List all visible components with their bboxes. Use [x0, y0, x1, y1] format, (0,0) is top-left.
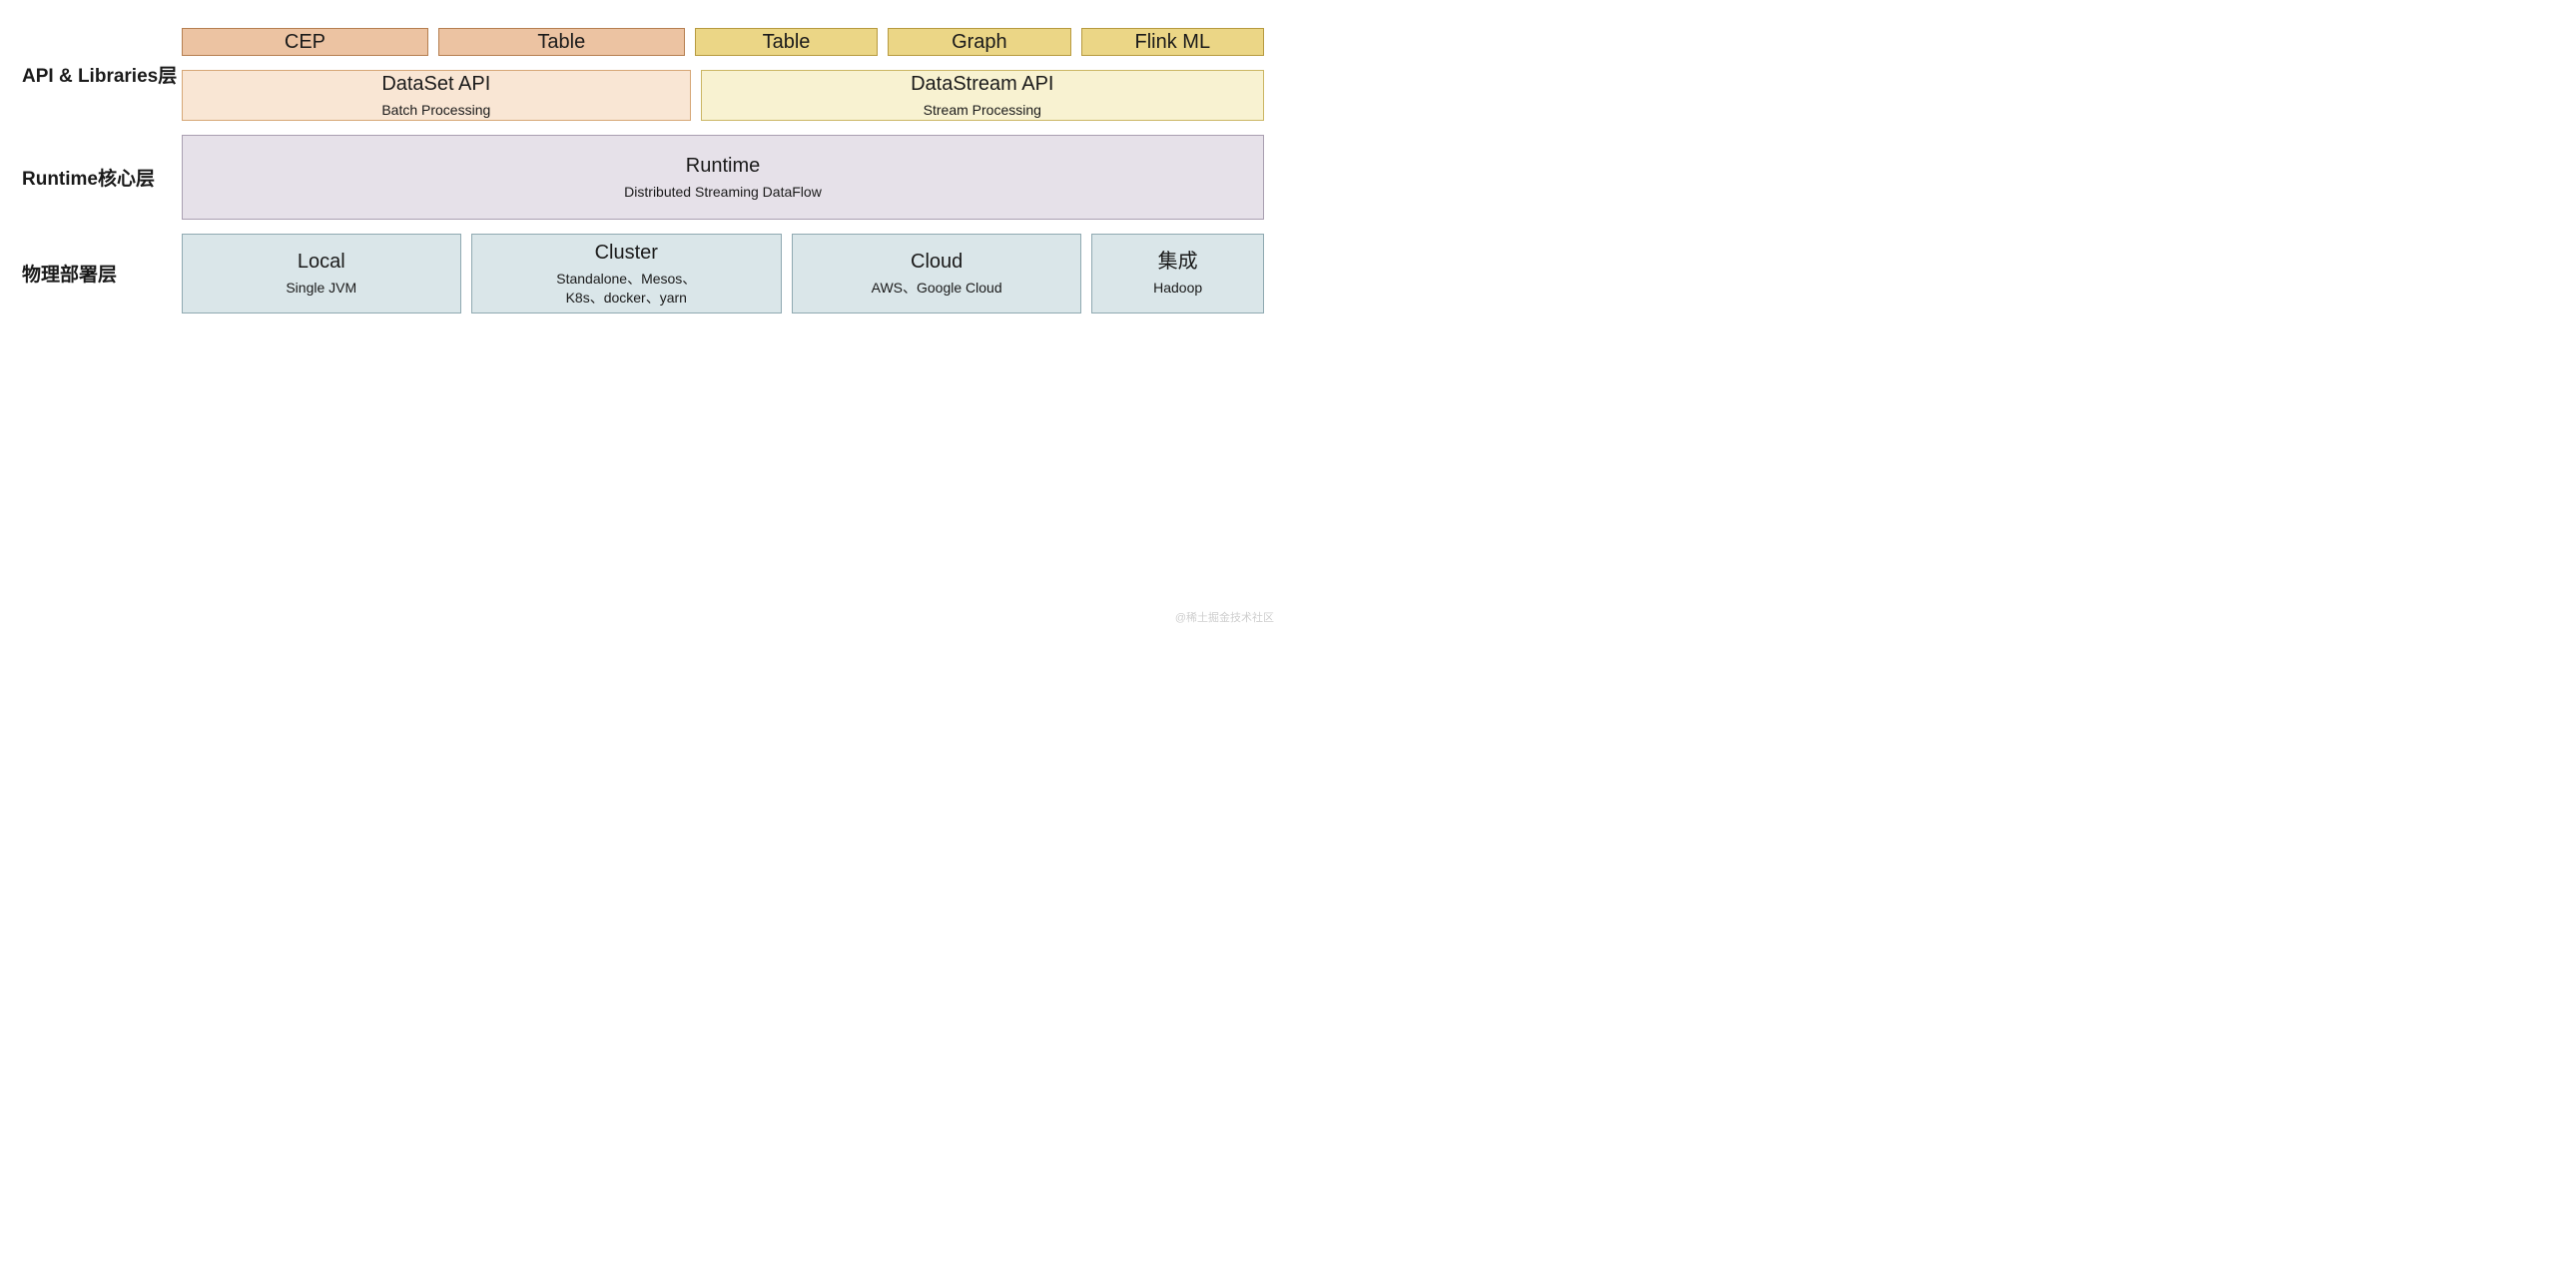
- row-label-deploy: 物理部署层: [12, 260, 182, 287]
- watermark: @稀土掘金技术社区: [1175, 609, 1274, 625]
- box-title: Cloud: [911, 249, 963, 275]
- box-subtitle: Single JVM: [286, 279, 356, 298]
- box-graph: Graph: [888, 28, 1070, 56]
- box-cep: CEP: [182, 28, 428, 56]
- box-title: Graph: [952, 29, 1007, 55]
- row-deploy: 物理部署层 Local Single JVM Cluster Standalon…: [12, 234, 1264, 314]
- box-dataset-api: DataSet API Batch Processing: [182, 70, 691, 121]
- box-subtitle: Hadoop: [1153, 279, 1202, 298]
- deploy-subrow: Local Single JVM Cluster Standalone、Meso…: [182, 234, 1264, 314]
- box-title: Runtime: [686, 153, 760, 179]
- row-label-runtime: Runtime核心层: [12, 164, 182, 191]
- box-title: Flink ML: [1135, 29, 1211, 55]
- row-label-api-libraries: API & Libraries层: [12, 61, 182, 88]
- box-subtitle: Distributed Streaming DataFlow: [624, 183, 822, 202]
- row-api-libraries: API & Libraries层 CEP Table Table Graph F…: [12, 28, 1264, 121]
- box-title: DataStream API: [911, 71, 1053, 97]
- box-title: DataSet API: [381, 71, 490, 97]
- libs-subrow: CEP Table Table Graph Flink ML: [182, 28, 1264, 56]
- runtime-subrow: Runtime Distributed Streaming DataFlow: [182, 135, 1264, 220]
- box-title: Local: [298, 249, 345, 275]
- box-table-dataset: Table: [438, 28, 685, 56]
- box-subtitle: AWS、Google Cloud: [872, 279, 1002, 298]
- box-subtitle: Standalone、Mesos、 K8s、docker、yarn: [556, 270, 696, 308]
- box-cluster: Cluster Standalone、Mesos、 K8s、docker、yar…: [471, 234, 783, 314]
- box-datastream-api: DataStream API Stream Processing: [701, 70, 1264, 121]
- box-subtitle: Batch Processing: [381, 101, 490, 120]
- box-runtime: Runtime Distributed Streaming DataFlow: [182, 135, 1264, 220]
- apis-subrow: DataSet API Batch Processing DataStream …: [182, 70, 1264, 121]
- box-title: 集成: [1158, 249, 1198, 275]
- box-title: Table: [537, 29, 585, 55]
- box-local: Local Single JVM: [182, 234, 461, 314]
- box-cloud: Cloud AWS、Google Cloud: [792, 234, 1081, 314]
- box-flinkml: Flink ML: [1081, 28, 1264, 56]
- box-subtitle: Stream Processing: [924, 101, 1041, 120]
- box-integration: 集成 Hadoop: [1091, 234, 1264, 314]
- row-runtime: Runtime核心层 Runtime Distributed Streaming…: [12, 135, 1264, 220]
- box-title: Table: [763, 29, 811, 55]
- box-title: Cluster: [595, 240, 658, 266]
- box-table-stream: Table: [695, 28, 878, 56]
- box-title: CEP: [285, 29, 325, 55]
